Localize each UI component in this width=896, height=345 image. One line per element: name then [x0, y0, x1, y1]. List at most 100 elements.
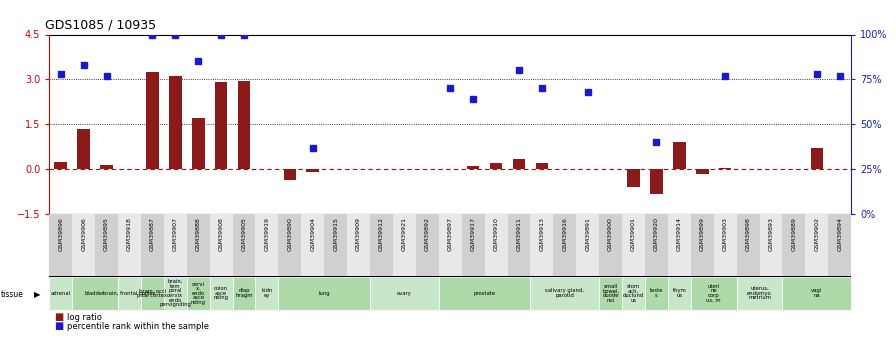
Bar — [186, 214, 210, 276]
Text: GSM39918: GSM39918 — [127, 217, 132, 251]
Bar — [627, 169, 640, 187]
Bar — [439, 214, 461, 276]
Text: small
bowel,
duode
nui: small bowel, duode nui — [602, 284, 619, 303]
Bar — [118, 277, 141, 310]
Bar — [461, 214, 485, 276]
Text: lung: lung — [318, 291, 330, 296]
Bar — [719, 168, 731, 169]
Bar — [691, 214, 714, 276]
Text: ▶: ▶ — [34, 290, 40, 299]
Text: GSM39907: GSM39907 — [173, 217, 177, 251]
Bar — [279, 277, 370, 310]
Bar — [645, 214, 668, 276]
Bar — [233, 214, 255, 276]
Bar — [186, 277, 210, 310]
Text: prostate: prostate — [474, 291, 495, 296]
Text: GSM39888: GSM39888 — [195, 217, 201, 251]
Bar — [169, 76, 182, 169]
Text: uteri
ne
corp
us, m: uteri ne corp us, m — [706, 284, 721, 303]
Bar — [164, 214, 186, 276]
Text: brain,
tem
poral
cervix
endo
pervignding: brain, tem poral cervix endo pervignding — [159, 279, 191, 307]
Text: GSM39920: GSM39920 — [654, 217, 659, 251]
Bar — [210, 277, 233, 310]
Bar — [118, 214, 141, 276]
Bar — [622, 277, 645, 310]
Bar — [599, 277, 622, 310]
Bar — [49, 277, 73, 310]
Bar — [513, 159, 525, 169]
Bar — [192, 118, 204, 169]
Text: GSM39890: GSM39890 — [288, 217, 292, 251]
Text: GSM39899: GSM39899 — [700, 217, 705, 251]
Text: GSM39898: GSM39898 — [745, 217, 751, 251]
Text: kidn
ey: kidn ey — [262, 288, 272, 298]
Text: brain, frontal cortex: brain, frontal cortex — [103, 291, 156, 296]
Bar — [576, 214, 599, 276]
Bar — [141, 277, 164, 310]
Text: GSM39887: GSM39887 — [150, 217, 155, 251]
Text: GSM39892: GSM39892 — [425, 217, 430, 251]
Bar — [760, 214, 782, 276]
Bar — [650, 169, 663, 195]
Bar — [696, 169, 709, 174]
Text: GSM39917: GSM39917 — [470, 217, 476, 251]
Bar — [49, 214, 73, 276]
Bar — [393, 214, 416, 276]
Bar — [828, 214, 851, 276]
Bar — [347, 214, 370, 276]
Bar — [673, 142, 685, 169]
Bar — [507, 214, 530, 276]
Text: tissue: tissue — [1, 290, 24, 299]
Text: GSM39919: GSM39919 — [264, 217, 270, 251]
Text: ovary: ovary — [397, 291, 412, 296]
Bar — [146, 72, 159, 169]
Text: vagi
na: vagi na — [811, 288, 823, 298]
Text: uterus,
endomyo
metrium: uterus, endomyo metrium — [747, 286, 771, 300]
Bar — [737, 277, 782, 310]
Text: GSM39897: GSM39897 — [448, 217, 452, 251]
Text: GSM39914: GSM39914 — [676, 217, 682, 251]
Text: GSM39905: GSM39905 — [242, 217, 246, 251]
Text: log ratio: log ratio — [67, 313, 102, 322]
Bar — [301, 214, 324, 276]
Text: GSM39912: GSM39912 — [379, 217, 384, 251]
Text: GSM39889: GSM39889 — [791, 217, 797, 251]
Text: adrenal: adrenal — [51, 291, 71, 296]
Bar — [691, 277, 737, 310]
Text: brain, occi
pital cortex: brain, occi pital cortex — [137, 288, 168, 298]
Text: GSM39895: GSM39895 — [104, 217, 109, 251]
Text: bladder: bladder — [85, 291, 106, 296]
Text: ■: ■ — [54, 313, 63, 322]
Bar — [782, 277, 851, 310]
Bar — [215, 82, 228, 169]
Bar — [811, 148, 823, 169]
Bar — [622, 214, 645, 276]
Text: GSM39911: GSM39911 — [516, 217, 521, 251]
Text: teste
s: teste s — [650, 288, 663, 298]
Text: GSM39900: GSM39900 — [608, 217, 613, 251]
Text: GSM39921: GSM39921 — [402, 217, 407, 251]
Text: GSM39915: GSM39915 — [333, 217, 338, 251]
Bar — [536, 163, 548, 169]
Bar — [255, 214, 279, 276]
Bar — [255, 277, 279, 310]
Text: percentile rank within the sample: percentile rank within the sample — [67, 322, 209, 331]
Bar — [530, 277, 599, 310]
Bar — [77, 129, 90, 169]
Bar — [306, 169, 319, 172]
Bar — [324, 214, 347, 276]
Text: GSM39893: GSM39893 — [769, 217, 773, 251]
Bar — [141, 214, 164, 276]
Bar — [645, 277, 668, 310]
Bar — [95, 214, 118, 276]
Text: GSM39908: GSM39908 — [219, 217, 224, 251]
Bar — [668, 277, 691, 310]
Bar — [485, 214, 507, 276]
Text: stom
ach,
duclund
us: stom ach, duclund us — [623, 284, 644, 303]
Bar — [806, 214, 828, 276]
Text: GSM39916: GSM39916 — [563, 217, 567, 251]
Bar — [233, 277, 255, 310]
Text: GSM39903: GSM39903 — [723, 217, 728, 251]
Bar — [714, 214, 737, 276]
Text: GSM39913: GSM39913 — [539, 217, 545, 251]
